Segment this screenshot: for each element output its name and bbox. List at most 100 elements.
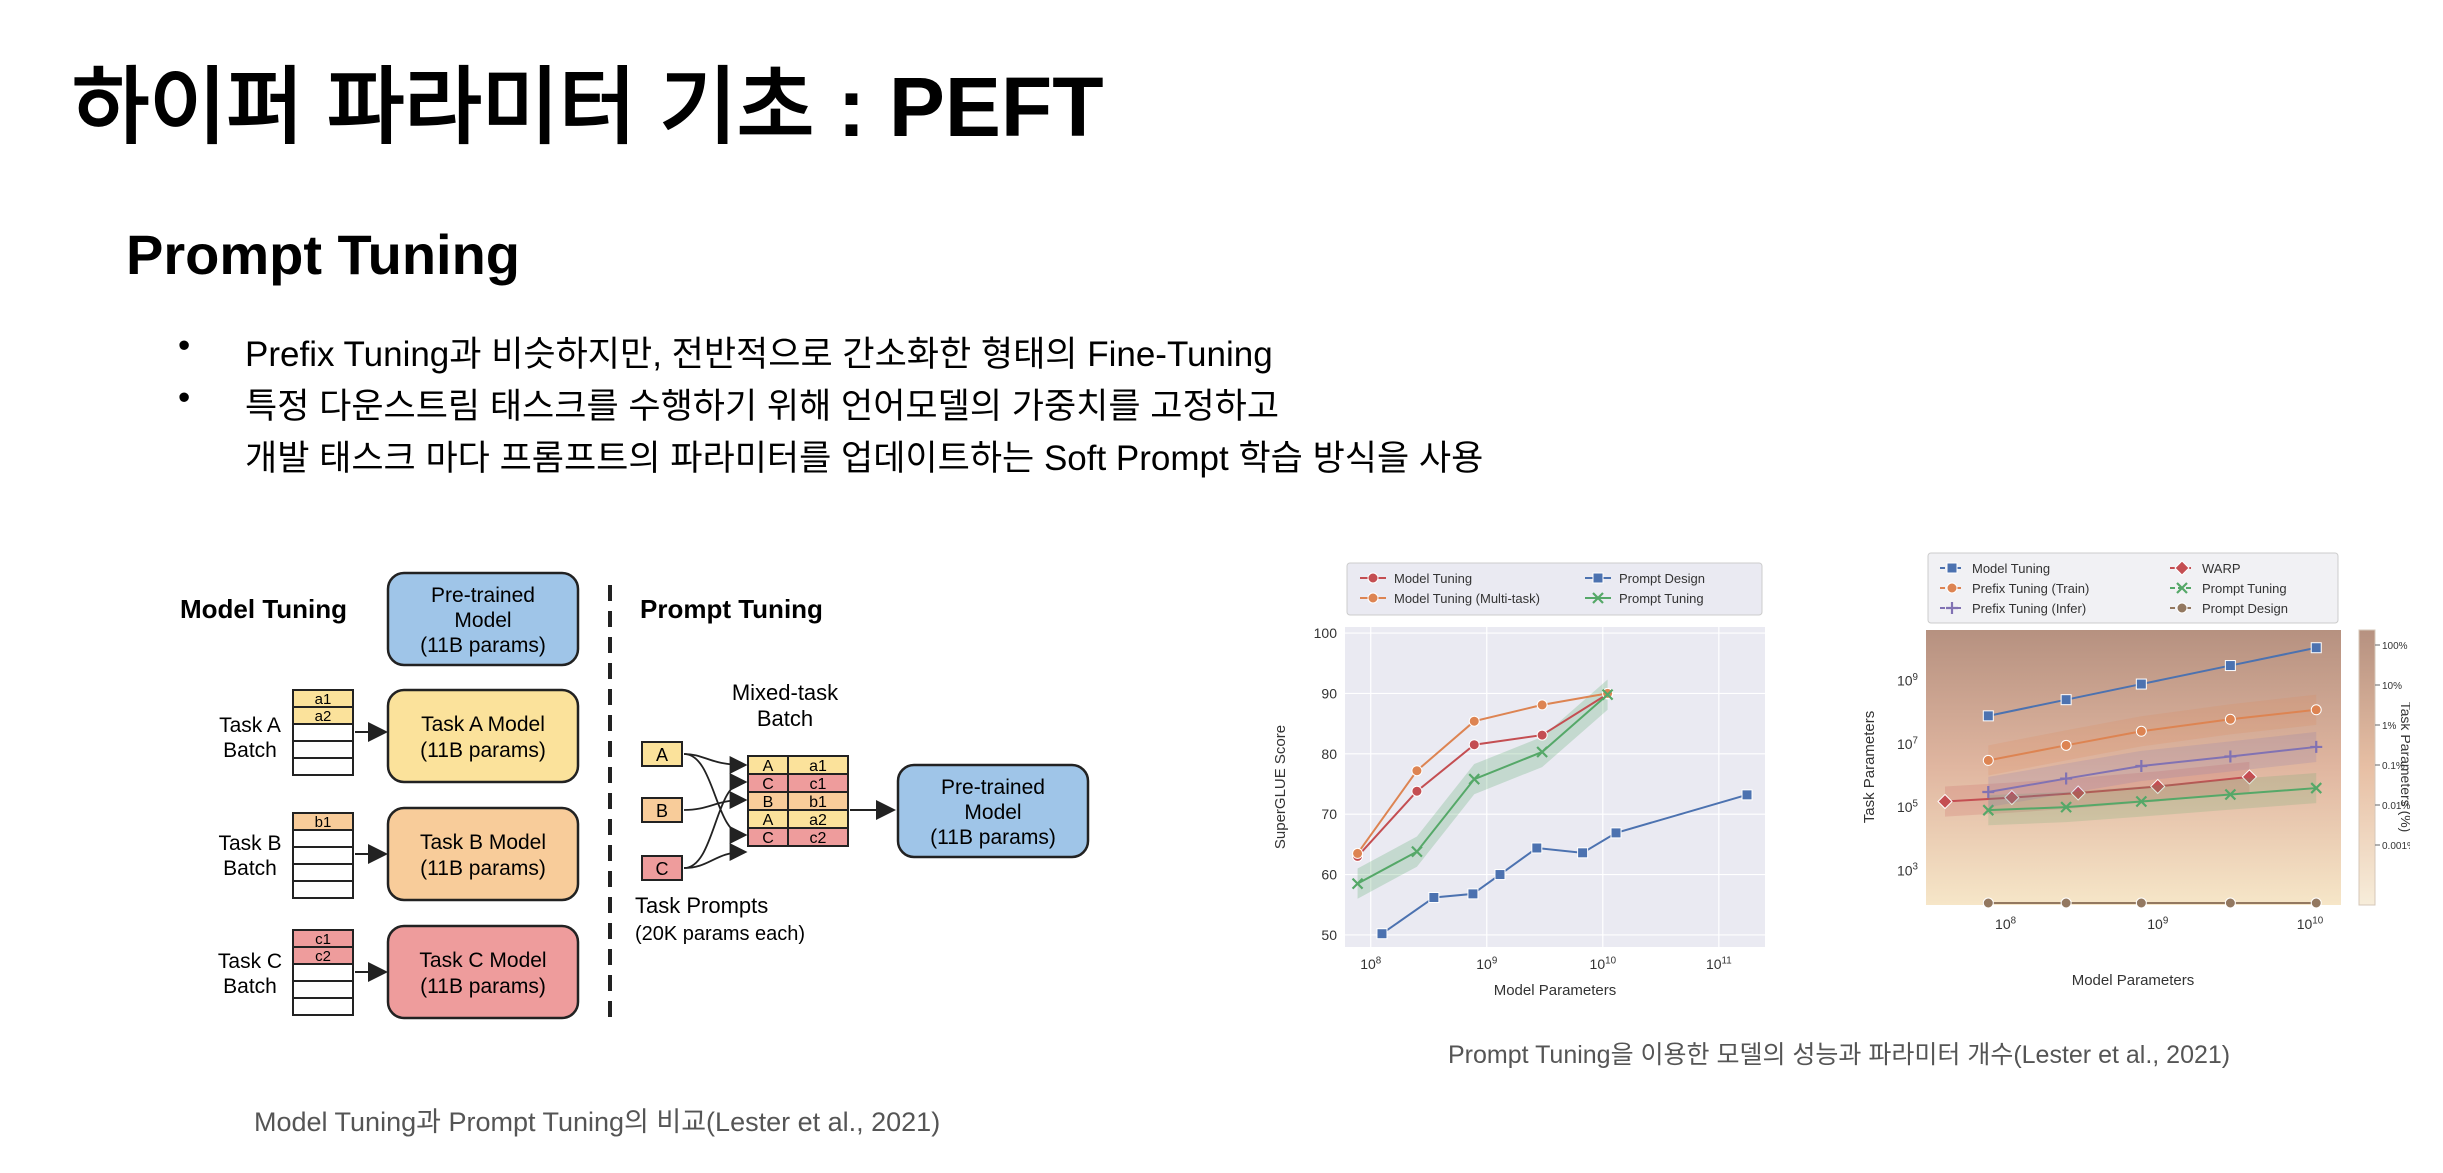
routing-arrows — [683, 753, 748, 869]
cell-label: C — [762, 776, 774, 793]
y-tick-label: 107 — [1897, 735, 1918, 752]
prompt-design-point — [1531, 842, 1543, 854]
prompt-tuning-point — [2060, 801, 2072, 813]
x-axis-label: Model Parameters — [2072, 972, 2195, 989]
x-tick-label: 109 — [1476, 955, 1497, 972]
task-b-model-name: Task B Model — [420, 831, 546, 854]
legend-marker — [1946, 602, 1958, 614]
prefix-tuning-infer-point — [2310, 740, 2323, 753]
cell-label: c2 — [315, 948, 331, 965]
model-tuning-multi-task-point — [1352, 847, 1364, 859]
prompt-tuning-heading: Prompt Tuning — [640, 594, 823, 624]
pretrained-line: Pre-trained — [431, 584, 535, 607]
prompt-design-point — [2224, 897, 2236, 909]
cell-label: A — [763, 758, 774, 775]
model-tuning-point — [2060, 694, 2072, 706]
cell-label: A — [763, 812, 774, 829]
pretrained-line: (11B params) — [420, 634, 546, 657]
warp-point — [2004, 789, 2020, 806]
pretrained-line: Model — [454, 609, 511, 632]
prompt-design-point — [2135, 897, 2147, 909]
task-prompts-label: Task Prompts — [635, 893, 768, 918]
y2-axis-label: Task Parameters (%) — [2398, 702, 2410, 833]
prompt-tuning-point — [1468, 773, 1481, 785]
mixed-task-batch: A a1 C c1 B b1 A a2 C c2 — [747, 755, 849, 847]
x-tick-label: 1010 — [2297, 915, 2324, 932]
model-tuning-point — [2310, 642, 2322, 654]
warp-point — [2150, 778, 2166, 795]
cell-label: b1 — [315, 814, 332, 831]
prefix-tuning-infer-point — [2224, 750, 2237, 763]
cell-label: B — [763, 794, 774, 811]
prefix-tuning-infer-point — [2135, 759, 2148, 772]
legend-marker — [2174, 560, 2190, 576]
caption-left: Model Tuning과 Prompt Tuning의 비교(Lester e… — [254, 1107, 941, 1137]
task-a-label: Batch — [223, 739, 277, 762]
task-c-batch: c1 c2 — [292, 929, 354, 1016]
y2-tick-label: 100% — [2382, 641, 2408, 652]
task-a-model-params: (11B params) — [420, 739, 546, 762]
pretrained-right-line: (11B params) — [930, 826, 1056, 849]
warp-point — [2070, 785, 2086, 801]
bullet-marker: • — [178, 378, 191, 417]
task-a-label: Task A — [219, 714, 281, 737]
model-tuning-point — [1468, 739, 1480, 751]
bullet-2-line-2: 개발 태스크 마다 프롬프트의 파라미터를 업데이트하는 Soft Prompt… — [245, 439, 1484, 478]
y-tick-label: 105 — [1897, 798, 1919, 815]
prefix-tuning-infer-point — [2060, 772, 2073, 785]
x-tick-label: 108 — [1995, 915, 2017, 932]
prompt-design-point — [1428, 891, 1440, 903]
task-c-label: Batch — [223, 975, 277, 998]
legend-marker — [2176, 582, 2188, 594]
legend-label-prompt-tuning: Prompt Tuning — [1619, 591, 1704, 606]
y-tick-label: 90 — [1321, 685, 1337, 701]
cell-label: a2 — [315, 708, 332, 725]
prompt-design-point — [2060, 897, 2072, 909]
cell-label: a1 — [315, 691, 332, 708]
pretrained-model-box — [386, 571, 580, 667]
task-c-model-box — [386, 924, 580, 1020]
prefix-tuning-train-point — [2060, 739, 2072, 751]
prefix-tuning-train-point — [2310, 704, 2322, 716]
legend-marker — [1367, 592, 1379, 604]
slide-title: 하이퍼 파라미터 기초 : PEFT — [72, 60, 1104, 154]
warp-point — [1937, 793, 1953, 810]
percentage-colorbar — [2358, 629, 2376, 906]
prompt-tuning-point — [1351, 877, 1364, 890]
bullet-marker: • — [178, 326, 191, 365]
legend-label-model-tuning-multi-task: Model Tuning (Multi-task) — [1394, 591, 1540, 606]
pretrained-model-right-box — [896, 763, 1090, 859]
y2-tick-label: 0.01% — [2382, 801, 2410, 812]
svg-text:B: B — [656, 801, 668, 821]
cell-label: C — [762, 830, 774, 847]
task-b-batch: b1 — [292, 812, 354, 899]
task-a-model-name: Task A Model — [421, 713, 545, 736]
x-tick-label: 1011 — [1706, 955, 1732, 972]
mixed-batch-label: Mixed-task — [732, 680, 839, 705]
cell-label: c1 — [810, 776, 827, 793]
svg-text:A: A — [656, 745, 668, 765]
task-a-batch: a1 a2 — [292, 689, 354, 776]
prompt-design-point — [1741, 789, 1753, 801]
y2-tick-label: 1% — [2382, 721, 2397, 732]
prefix-tuning-train-point — [2135, 725, 2147, 737]
model-tuning-point — [2224, 660, 2236, 672]
task-b-label: Batch — [223, 857, 277, 880]
legend-label-prefix-tuning-train: Prefix Tuning (Train) — [1972, 581, 2089, 596]
prompt-design-point — [2310, 897, 2322, 909]
y2-tick-label: 0.1% — [2382, 761, 2405, 772]
slide-subtitle: Prompt Tuning — [126, 223, 520, 286]
prompt-design-point — [1376, 928, 1388, 940]
model-tuning-point — [1536, 729, 1548, 741]
bullet-2-line-1: 특정 다운스트림 태스크를 수행하기 위해 언어모델의 가중치를 고정하고 — [245, 387, 1280, 426]
y2-tick-label: 10% — [2382, 681, 2402, 692]
task-prompts-params: (20K params each) — [635, 923, 805, 945]
task-b-model-box — [386, 806, 580, 902]
legend-label-prompt-tuning: Prompt Tuning — [2202, 581, 2287, 596]
task-b-model-params: (11B params) — [420, 857, 546, 880]
task-c-model-name: Task C Model — [419, 949, 546, 972]
legend-marker — [1367, 572, 1379, 584]
pretrained-right-line: Pre-trained — [941, 776, 1045, 799]
y-tick-label: 60 — [1321, 867, 1337, 883]
y-tick-label: 100 — [1314, 625, 1338, 641]
